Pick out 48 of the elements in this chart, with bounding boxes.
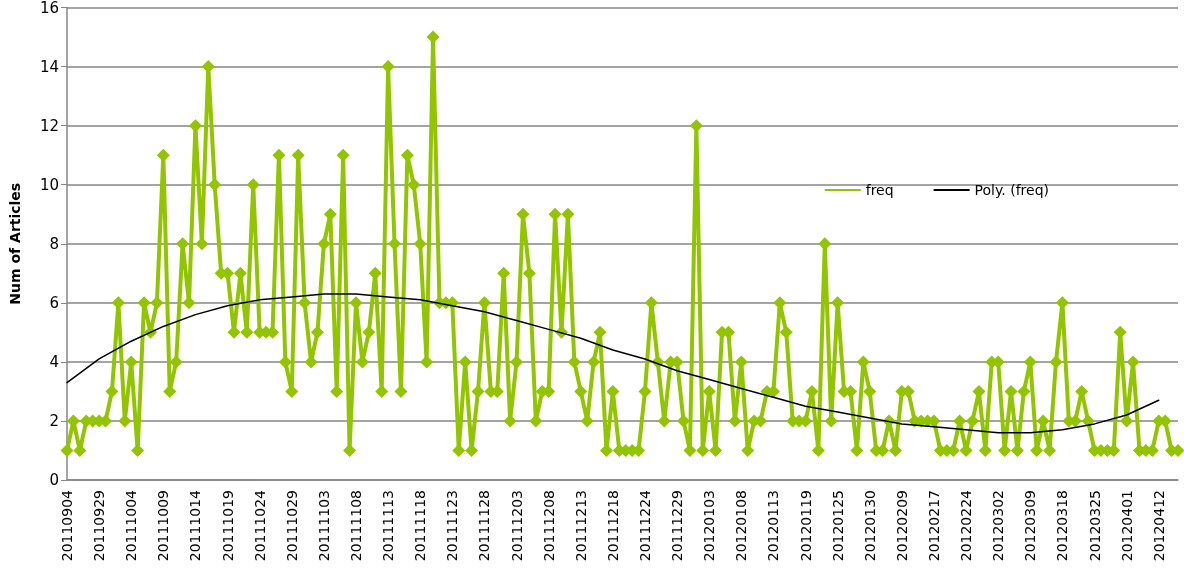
x-tick-label: 20120325 (1086, 490, 1103, 562)
y-tick-label: 0 (49, 471, 59, 489)
x-tick-label: 20120217 (925, 490, 942, 562)
x-tick-label: 20111218 (604, 490, 621, 562)
x-tick-label: 20111029 (283, 490, 300, 562)
y-tick-label: 6 (49, 293, 59, 312)
x-tick-label: 20111024 (251, 489, 268, 562)
x-tick-label: 20111224 (636, 489, 653, 562)
x-tick-label: 20111113 (380, 490, 397, 562)
x-tick-label: 20110929 (91, 490, 108, 562)
y-axis-title: Num of Articles (7, 182, 23, 305)
x-tick-label: 20111229 (669, 490, 686, 562)
x-tick-label: 20111208 (540, 490, 557, 562)
x-tick-label: 20120119 (797, 490, 814, 562)
x-tick-label: 20111128 (476, 490, 493, 562)
y-tick-label: 12 (39, 116, 59, 135)
x-tick-label: 20120209 (893, 490, 910, 562)
x-tick-label: 20120318 (1054, 490, 1071, 562)
y-tick-label: 4 (49, 352, 59, 371)
x-tick-label: 20120113 (765, 490, 782, 562)
x-tick-label: 20120125 (829, 490, 846, 562)
x-tick-label: 20111004 (123, 489, 140, 562)
x-tick-label: 20120224 (958, 489, 975, 562)
x-tick-label: 20111103 (315, 490, 332, 562)
x-tick-label: 20120412 (1150, 490, 1167, 562)
x-tick-label: 20120401 (1118, 490, 1135, 562)
x-tick-label: 20111009 (155, 490, 172, 562)
x-tick-label: 20111123 (444, 490, 461, 562)
x-tick-label: 20120108 (733, 490, 750, 562)
x-tick-label: 20111014 (187, 489, 204, 562)
x-tick-label: 20111118 (412, 490, 429, 562)
y-tick-label: 14 (39, 57, 59, 76)
x-tick-label: 20120130 (861, 490, 878, 562)
x-tick-label: 20120309 (1022, 490, 1039, 562)
y-tick-label: 8 (49, 234, 59, 253)
legend-label: Poly. (freq) (974, 182, 1049, 198)
y-tick-label: 16 (39, 0, 59, 17)
x-tick-label: 20111213 (572, 490, 589, 562)
x-tick-label: 20111108 (347, 490, 364, 562)
legend-label: freq (865, 182, 894, 198)
x-tick-label: 20111019 (219, 490, 236, 562)
x-tick-label: 20120103 (701, 490, 718, 562)
y-tick-label: 2 (49, 411, 59, 430)
line-series (66, 293, 1160, 434)
y-tick-label: 10 (39, 175, 59, 194)
x-tick-label: 20110904 (59, 489, 75, 562)
x-tick-label: 20120302 (990, 490, 1007, 562)
x-tick-label: 20111203 (508, 490, 525, 562)
